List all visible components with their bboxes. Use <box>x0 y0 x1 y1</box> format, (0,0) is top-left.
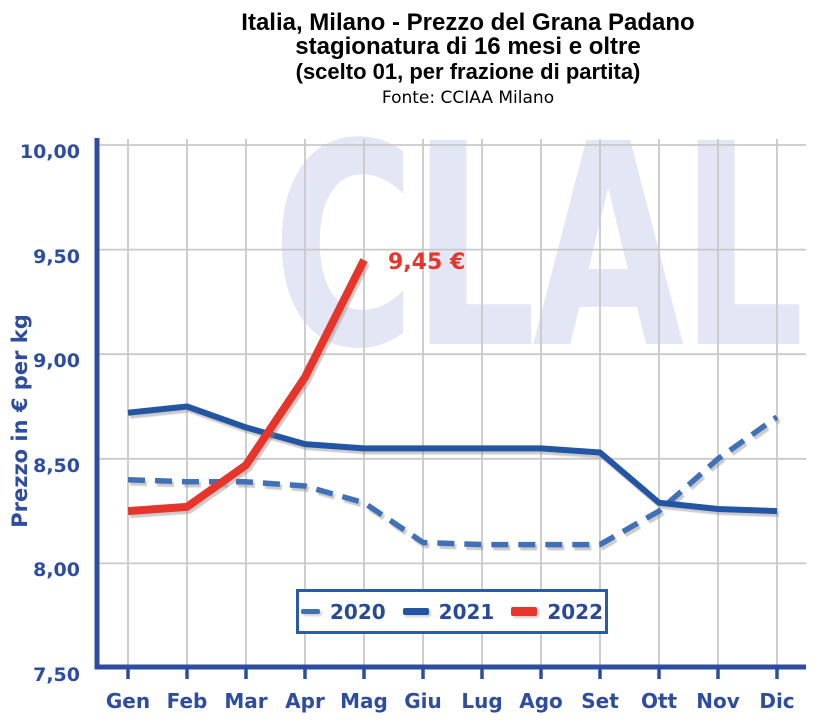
x-tick-label-gen: Gen <box>105 689 151 713</box>
y-tick-label: 8,00 <box>33 559 80 582</box>
title-line-2: stagionatura di 16 mesi e oltre <box>295 33 641 60</box>
x-tick-label-dic: Dic <box>759 689 795 713</box>
legend-marker-2022 <box>511 607 538 616</box>
y-axis-title: Prezzo in € per kg <box>8 314 32 528</box>
legend-label-2021: 2021 <box>438 599 495 624</box>
series-line-2022 <box>127 258 368 516</box>
title-line-3: (scelto 01, per frazione di partita) <box>295 59 641 84</box>
legend-item-2021: 2021 <box>402 599 495 624</box>
x-tick-label-feb: Feb <box>166 689 208 713</box>
title-line-1: Italia, Milano - Prezzo del Grana Padano <box>241 9 695 36</box>
legend-marker-2020 <box>300 609 320 614</box>
series-line-2021 <box>127 403 778 515</box>
legend-item-2022: 2022 <box>511 601 603 623</box>
legend-marker-2021 <box>402 608 429 615</box>
x-tick-label-nov: Nov <box>696 689 740 713</box>
x-tick-label-lug: Lug <box>461 689 503 713</box>
legend: 2020 2021 2022 <box>296 589 608 634</box>
x-tick-label-giu: Giu <box>404 689 442 713</box>
legend-label-2020: 2020 <box>329 599 386 624</box>
y-tick-label: 10,00 <box>19 141 80 163</box>
y-tick-label: 9,00 <box>33 350 80 373</box>
x-tick-label-mag: Mag <box>340 689 388 713</box>
legend-item-2020: 2020 <box>300 599 386 624</box>
legend-label-2022: 2022 <box>547 599 603 624</box>
y-tick-label: 9,50 <box>33 245 80 268</box>
x-tick-label-ott: Ott <box>640 689 678 713</box>
x-tick-label-set: Set <box>581 689 619 713</box>
y-tick-label: 7,50 <box>33 664 80 686</box>
y-tick-label: 8,50 <box>33 454 80 477</box>
clal-watermark: CLAL <box>272 85 805 411</box>
source-label: Fonte: CCIAA Milano <box>381 88 555 108</box>
x-tick-label-mar: Mar <box>224 689 268 713</box>
x-tick-label-ago: Ago <box>519 689 563 713</box>
x-tick-label-apr: Apr <box>285 689 325 713</box>
price-annotation: 9,45 € <box>388 250 466 276</box>
